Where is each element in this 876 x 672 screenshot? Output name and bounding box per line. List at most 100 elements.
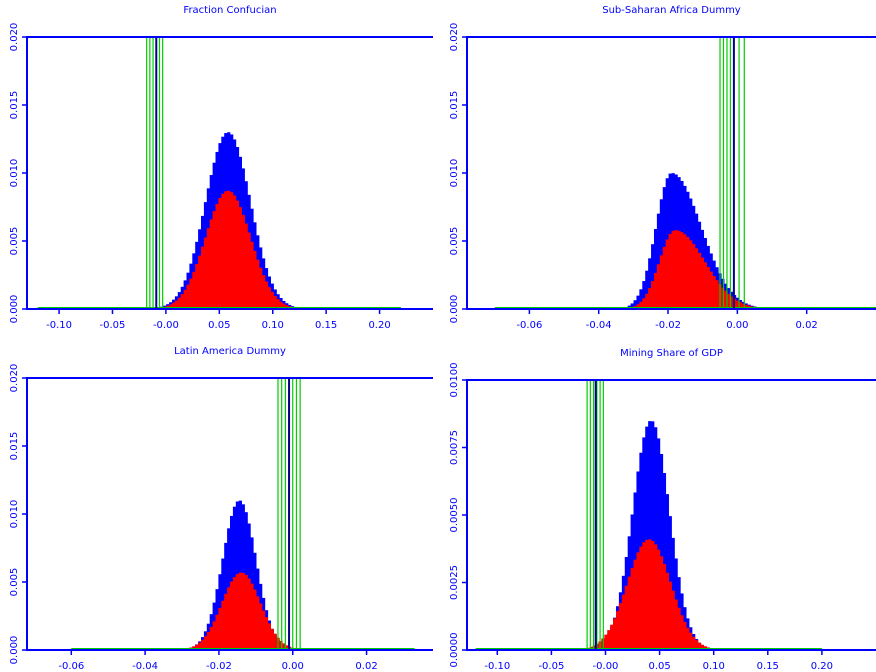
series-2-bar [221,600,225,650]
series-2-bar [604,634,608,650]
y-tick-label: 0.020 [9,23,20,52]
series-2-bar [253,250,257,309]
x-tick-label: 0.15 [315,320,337,331]
series-2-bar [610,624,614,650]
series-2-bar [218,197,222,309]
series-2-bar [694,248,699,309]
series-2-bar [192,271,196,309]
series-2-bar [703,262,707,309]
series-2-bar [279,301,283,309]
plot-area [37,37,401,309]
y-tick-label: 0.005 [9,227,20,256]
series-2-bar [715,280,719,309]
x-tick-label: 0.15 [757,661,779,672]
series-2-bar [270,291,274,309]
series-2-bar [273,633,277,650]
panel-fraction-confucian: Fraction Confucian -0.10 -0.05 -0.00 0.05 0.1… [9,5,433,331]
series-2-bar [238,207,242,309]
series-2-bar [633,559,637,650]
series-1-bar [651,421,655,650]
series-1-bar [665,494,669,650]
series-2-bar [198,255,202,309]
chart-title: Latin America Dummy [174,346,286,357]
series-2-bar [244,574,248,650]
series-2-bar [712,276,716,309]
series-2-bar [677,607,681,650]
series-2-bar [227,587,231,650]
panel-mining-share-of-gdp: Mining Share of GDP -0.10 -0.05 -0.00 0.05 0.… [449,348,876,672]
series-2-bar [195,644,199,650]
series-2-bar [212,211,216,309]
series-2-bar [259,267,263,309]
y-tick-label: 0.000 [9,636,20,665]
series-2-bar [209,627,213,650]
y-tick-label: 0.000 [9,295,20,324]
series-2-bar [285,645,289,650]
series-2-bar [639,301,643,309]
y-tick-label: 0.010 [9,500,20,529]
y-tick-label: 0.015 [9,91,20,120]
series-2-bar [241,214,245,309]
x-tick-label: 0.20 [811,661,833,672]
chart-title: Mining Share of GDP [620,348,723,359]
x-tick-label: 0.00 [726,320,748,331]
series-2-bar [177,297,182,309]
series-2-bar [677,230,681,309]
series-2-bar [659,255,664,309]
series-2-bar [648,539,652,650]
series-2-bar [697,252,702,309]
series-2-bar [674,230,678,309]
series-2-bar [738,302,743,309]
series-1-bar [645,426,649,650]
series-2-bar [215,614,219,650]
x-tick-label: -0.00 [593,661,619,672]
series-2-bar [636,304,640,309]
series-2-bar [256,596,260,650]
series-2-bar [198,642,202,650]
series-2-bar [180,294,184,309]
series-2-bar [656,549,661,650]
series-2-bar [183,289,187,309]
series-2-bar [691,244,696,309]
series-2-bar [244,223,248,309]
series-2-bar [700,257,705,309]
series-2-bar [201,246,205,309]
series-2-bar [689,632,693,650]
chart-title: Fraction Confucian [183,5,276,16]
series-2-bar [218,607,222,650]
series-2-bar [665,239,669,309]
x-tick-label: 0.02 [355,661,377,672]
series-2-bar [706,266,710,309]
series-2-bar [656,264,661,309]
series-2-bar [621,594,626,650]
series-2-bar [709,271,713,309]
series-2-bar [627,576,631,650]
series-2-bar [172,302,176,309]
series-2-bar [256,259,260,309]
x-tick-label: 0.10 [262,320,284,331]
y-tick-label: 0.005 [9,568,20,597]
series-2-bar [224,191,228,309]
series-2-bar [630,567,634,650]
series-1-bar [639,289,643,309]
series-2-bar [744,304,748,309]
series-2-bar [235,200,240,309]
series-1-bar [651,244,655,309]
series-2-bar [221,193,225,309]
y-tick-label: 0.0075 [449,430,460,465]
series-2-bar [206,228,211,309]
series-2-bar [642,542,646,650]
x-tick-label: -0.06 [516,320,542,331]
series-2-bar [618,603,623,650]
y-tick-label: 0.000 [449,295,460,324]
series-1-bar [653,427,658,650]
series-2-bar [671,590,675,650]
series-2-bar [671,230,675,309]
series-2-bar [267,287,271,309]
series-1-bar [645,270,649,309]
series-2-bar [189,278,193,309]
x-tick-label: 0.02 [796,320,818,331]
series-2-bar [212,621,216,650]
series-2-bar [209,219,213,309]
